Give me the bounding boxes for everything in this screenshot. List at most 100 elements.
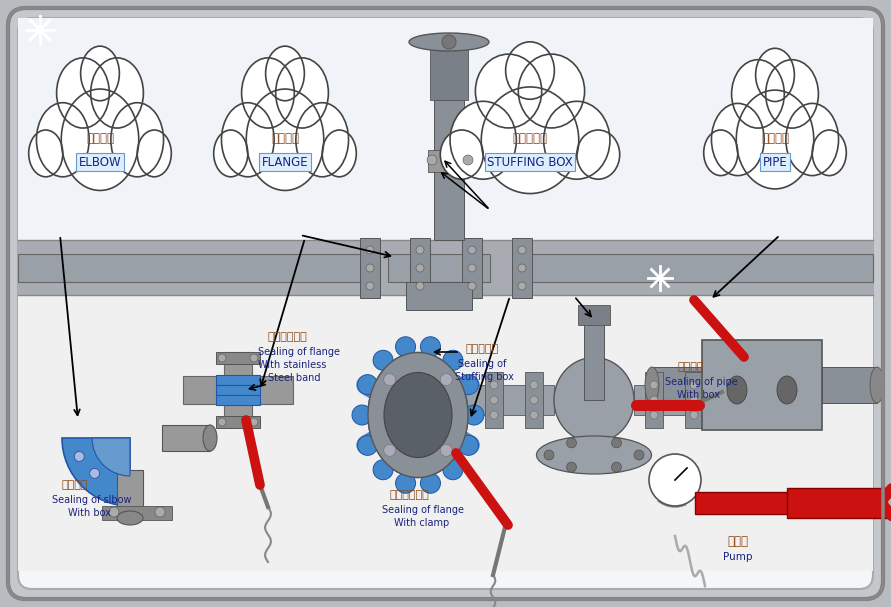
- Text: With clamp: With clamp: [394, 518, 449, 528]
- Circle shape: [490, 396, 498, 404]
- Text: Steel band: Steel band: [268, 373, 321, 383]
- Ellipse shape: [368, 353, 468, 478]
- Bar: [685, 372, 703, 428]
- Circle shape: [250, 418, 258, 426]
- Circle shape: [544, 450, 554, 460]
- Ellipse shape: [813, 130, 846, 175]
- Ellipse shape: [756, 49, 795, 101]
- Circle shape: [459, 435, 478, 455]
- Ellipse shape: [736, 90, 813, 189]
- Text: 弯头泄漏: 弯头泄漏: [86, 132, 114, 144]
- Circle shape: [373, 459, 393, 480]
- Circle shape: [463, 155, 473, 165]
- Ellipse shape: [241, 58, 294, 128]
- Wedge shape: [62, 438, 130, 506]
- Bar: [216, 395, 260, 405]
- Ellipse shape: [37, 103, 89, 177]
- Circle shape: [366, 282, 374, 290]
- Circle shape: [218, 354, 226, 362]
- Bar: [652, 367, 707, 403]
- Bar: [117, 470, 143, 518]
- Circle shape: [567, 438, 576, 448]
- Text: 弯头堵漏: 弯头堵漏: [62, 480, 88, 490]
- Text: 法兰夹具堵漏: 法兰夹具堵漏: [390, 490, 429, 500]
- Ellipse shape: [117, 511, 143, 525]
- Circle shape: [690, 381, 698, 389]
- Bar: [702, 340, 822, 430]
- Bar: [216, 385, 260, 395]
- Bar: [695, 492, 790, 514]
- Ellipse shape: [777, 376, 797, 404]
- Bar: [430, 45, 468, 100]
- Bar: [454, 385, 554, 415]
- Bar: [434, 100, 464, 240]
- Circle shape: [109, 507, 119, 517]
- Ellipse shape: [266, 46, 305, 101]
- Bar: [410, 238, 430, 298]
- Ellipse shape: [544, 101, 610, 179]
- Ellipse shape: [727, 376, 747, 404]
- Ellipse shape: [80, 46, 119, 101]
- Ellipse shape: [275, 58, 329, 128]
- Ellipse shape: [704, 130, 738, 175]
- Circle shape: [90, 469, 100, 478]
- Circle shape: [421, 473, 440, 493]
- Bar: [18, 18, 873, 258]
- Ellipse shape: [296, 103, 348, 177]
- Ellipse shape: [137, 130, 171, 177]
- Ellipse shape: [711, 103, 764, 175]
- Ellipse shape: [246, 89, 323, 191]
- Circle shape: [443, 459, 463, 480]
- Circle shape: [74, 452, 85, 461]
- Circle shape: [416, 282, 424, 290]
- Ellipse shape: [61, 89, 139, 191]
- Circle shape: [416, 246, 424, 254]
- Bar: [360, 238, 380, 298]
- Ellipse shape: [384, 373, 452, 458]
- Circle shape: [459, 375, 478, 395]
- Circle shape: [611, 462, 622, 472]
- Text: Sealing of pipe: Sealing of pipe: [665, 377, 738, 387]
- Text: Pump: Pump: [723, 552, 753, 562]
- Circle shape: [530, 381, 538, 389]
- Circle shape: [384, 444, 396, 456]
- Bar: [388, 254, 490, 282]
- Circle shape: [468, 282, 476, 290]
- Bar: [183, 376, 293, 404]
- Ellipse shape: [645, 367, 659, 403]
- Ellipse shape: [203, 425, 217, 451]
- Text: With box: With box: [677, 390, 720, 400]
- Circle shape: [396, 337, 415, 357]
- Circle shape: [443, 350, 463, 370]
- Circle shape: [649, 454, 701, 506]
- Circle shape: [464, 405, 484, 425]
- Bar: [18, 254, 378, 282]
- Circle shape: [518, 282, 526, 290]
- Circle shape: [650, 396, 658, 404]
- Circle shape: [518, 246, 526, 254]
- Circle shape: [366, 264, 374, 272]
- Ellipse shape: [519, 54, 584, 128]
- Text: 填料函泄漏: 填料函泄漏: [512, 132, 547, 144]
- Text: Sealing of slbow: Sealing of slbow: [52, 495, 132, 505]
- Circle shape: [416, 264, 424, 272]
- Ellipse shape: [554, 358, 634, 443]
- Text: 直管堵漏: 直管堵漏: [678, 362, 705, 372]
- Circle shape: [250, 354, 258, 362]
- Circle shape: [530, 411, 538, 419]
- Text: Sealing of flange: Sealing of flange: [382, 505, 464, 515]
- Bar: [216, 416, 260, 428]
- Circle shape: [468, 264, 476, 272]
- Ellipse shape: [368, 353, 468, 478]
- Ellipse shape: [476, 54, 542, 128]
- Circle shape: [442, 35, 456, 49]
- Bar: [525, 372, 543, 428]
- Text: 钢带捆扎堵漏: 钢带捆扎堵漏: [268, 332, 307, 342]
- Bar: [162, 425, 210, 451]
- Ellipse shape: [786, 103, 838, 175]
- Ellipse shape: [110, 103, 164, 177]
- Circle shape: [357, 435, 378, 455]
- Circle shape: [440, 374, 453, 385]
- Text: With box: With box: [68, 508, 111, 518]
- Ellipse shape: [57, 58, 110, 128]
